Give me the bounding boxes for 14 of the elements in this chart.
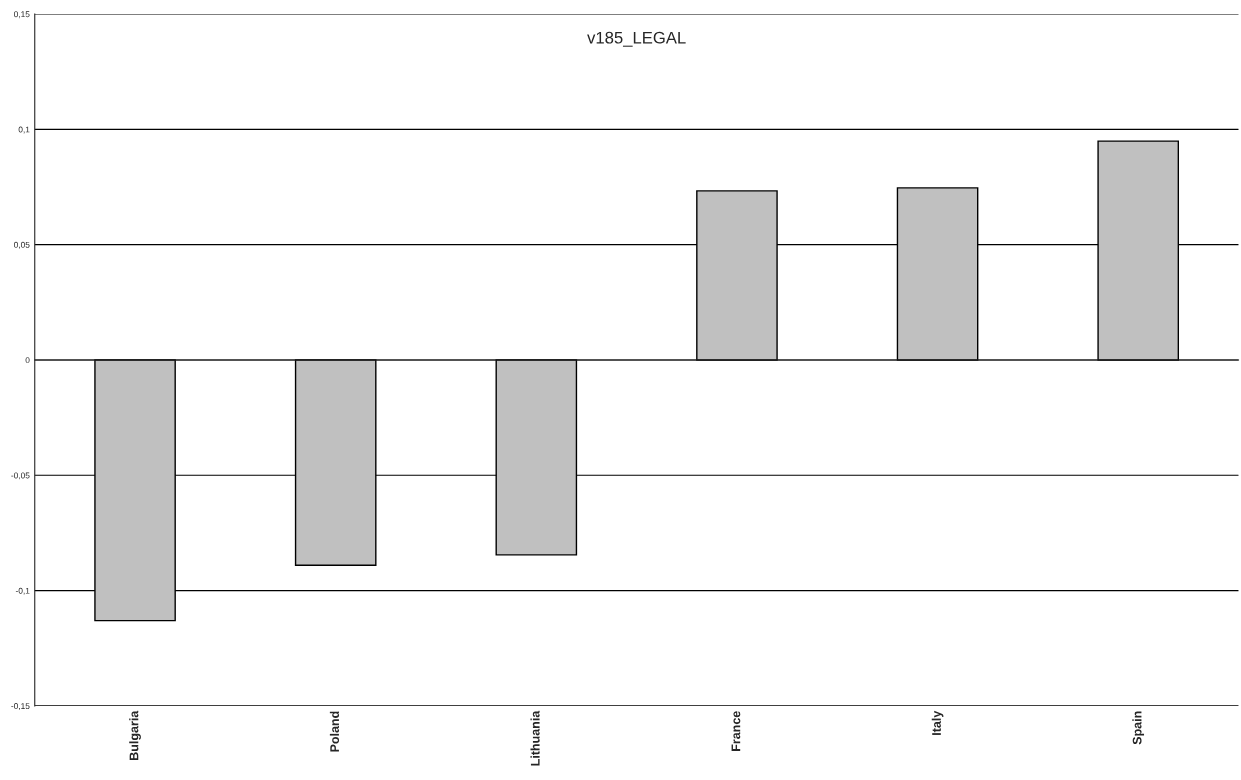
y-tick-label: 0,05 [13, 241, 30, 249]
x-tick-label: Spain [1132, 711, 1145, 745]
y-tick-label: 0 [25, 357, 30, 364]
y-tick-label: -0,15 [11, 703, 30, 710]
y-tick-label: -0,1 [15, 587, 30, 595]
y-tick-label: 0,1 [18, 126, 30, 134]
y-tick-label: 0,15 [13, 11, 30, 19]
y-tick-label: -0,05 [11, 472, 30, 480]
x-tick-label: Poland [329, 711, 340, 752]
text: v185_LEGAL [587, 31, 686, 47]
x-tick-label: Italy [931, 710, 944, 735]
x-tick-label: France [731, 711, 741, 751]
x-tick-label: Lithuania [530, 710, 540, 766]
x-tick-label: Bulgaria [129, 710, 141, 760]
